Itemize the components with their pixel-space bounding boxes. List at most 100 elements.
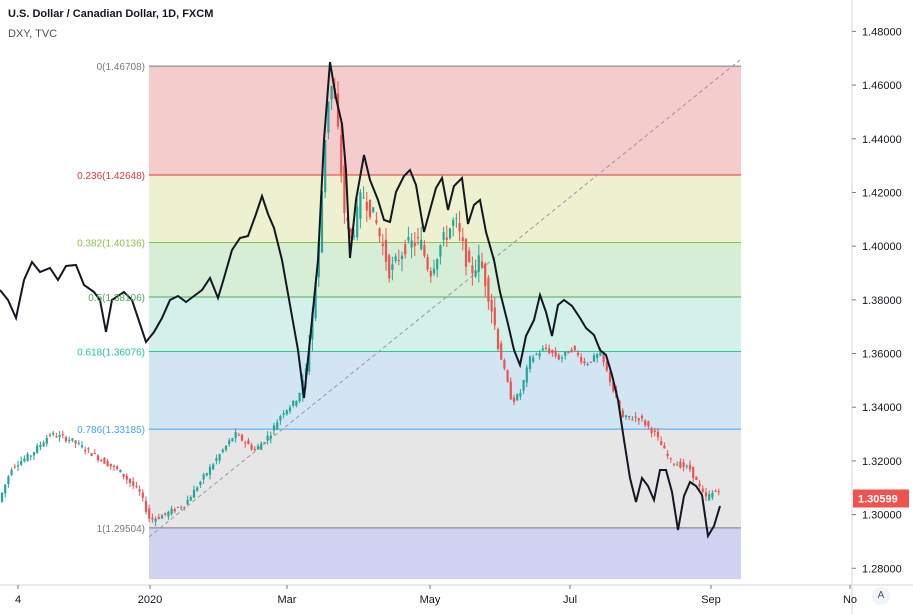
current-price-badge <box>853 489 909 508</box>
candle-body <box>624 415 628 418</box>
candle-body <box>199 481 202 485</box>
candle-body <box>500 343 503 360</box>
dxy-overlay-line <box>0 61 721 539</box>
candle-body <box>432 268 436 274</box>
candle-body <box>436 259 439 270</box>
candle-body <box>234 432 237 439</box>
candle-body <box>580 356 583 363</box>
candle-body <box>660 441 663 446</box>
candle-body <box>589 361 592 363</box>
candle-body <box>295 400 298 406</box>
candle-body <box>237 434 240 436</box>
candle-body <box>93 453 96 455</box>
candle-body <box>384 239 388 262</box>
candle-body <box>573 345 576 351</box>
candle-body <box>564 351 567 356</box>
candle-body <box>676 464 679 466</box>
candle-body <box>167 511 170 517</box>
candle-body <box>544 347 548 349</box>
candle-body <box>4 484 7 494</box>
candle-body <box>372 207 375 213</box>
candle-body <box>666 453 669 457</box>
candle-body <box>122 473 125 477</box>
price-tick-label: 1.42000 <box>862 187 902 199</box>
candle-body <box>32 452 36 456</box>
candle-body <box>330 86 333 100</box>
candle-body <box>608 371 612 382</box>
candle-body <box>605 362 608 371</box>
candle-body <box>717 491 720 493</box>
fib-zone-2 <box>149 242 741 297</box>
candle-body <box>266 435 269 441</box>
candle-body <box>77 442 80 444</box>
candle-body <box>23 458 26 462</box>
candle-body <box>416 237 420 239</box>
candle-body <box>701 488 704 492</box>
fib-level-label: 0.5(1.38106) <box>88 293 145 304</box>
candle-body <box>567 351 570 354</box>
candle-body <box>583 361 586 364</box>
candle-body <box>506 370 509 382</box>
candle-body <box>276 422 279 430</box>
candle-body <box>164 512 167 515</box>
candle-body <box>704 492 708 497</box>
candle-body <box>413 242 416 247</box>
candle-body <box>631 419 634 421</box>
candle-body <box>173 509 176 512</box>
candle-body <box>391 264 394 271</box>
time-tick-label: Jul <box>563 594 577 606</box>
candle-body <box>151 517 154 520</box>
candle-body <box>468 250 471 263</box>
candle-body <box>640 415 644 419</box>
candle-body <box>474 270 477 277</box>
candle-body <box>548 348 551 354</box>
candle-body <box>96 455 100 461</box>
candle-body <box>394 256 397 261</box>
candle-body <box>224 445 228 451</box>
candle-body <box>308 345 311 372</box>
fib-zone-4 <box>149 351 741 430</box>
candle-body <box>448 228 452 239</box>
fib-zone-1 <box>149 175 741 243</box>
price-tick-label: 1.38000 <box>862 295 902 307</box>
candle-body <box>202 474 205 480</box>
candle-body <box>439 245 442 257</box>
price-tick-label: 1.34000 <box>862 402 902 414</box>
candle-body <box>256 445 260 450</box>
candle-body <box>285 410 288 415</box>
candle-body <box>592 355 596 362</box>
candle-body <box>189 497 192 501</box>
candle-body <box>61 434 64 436</box>
candle-body <box>557 355 560 360</box>
candle-body <box>599 351 602 356</box>
candle-body <box>263 442 266 444</box>
candle-body <box>58 435 61 438</box>
candle-body <box>400 255 404 260</box>
candle-body <box>484 263 487 287</box>
price-tick-label: 1.32000 <box>862 456 902 468</box>
candle-body <box>570 349 573 352</box>
candle-body <box>208 466 212 475</box>
auto-scale-button[interactable]: A <box>872 587 890 605</box>
candle-body <box>407 236 410 241</box>
candle-body <box>404 244 407 255</box>
candle-body <box>247 440 250 445</box>
candle-body <box>637 418 640 421</box>
time-tick-label: Mar <box>278 594 297 606</box>
candle-body <box>695 476 698 481</box>
candle-body <box>538 353 541 357</box>
candle-body <box>362 197 365 199</box>
time-tick-label: 4 <box>15 594 21 606</box>
candle-body <box>628 415 631 418</box>
candle-body <box>68 439 71 441</box>
candle-body <box>29 455 32 457</box>
candle-body <box>679 461 682 468</box>
candle-body <box>560 357 564 359</box>
candle-body <box>272 425 276 431</box>
candle-body <box>452 219 455 226</box>
candle-body <box>711 492 714 498</box>
candle-body <box>714 490 717 492</box>
candle-body <box>0 492 4 502</box>
candle-body <box>644 420 647 426</box>
